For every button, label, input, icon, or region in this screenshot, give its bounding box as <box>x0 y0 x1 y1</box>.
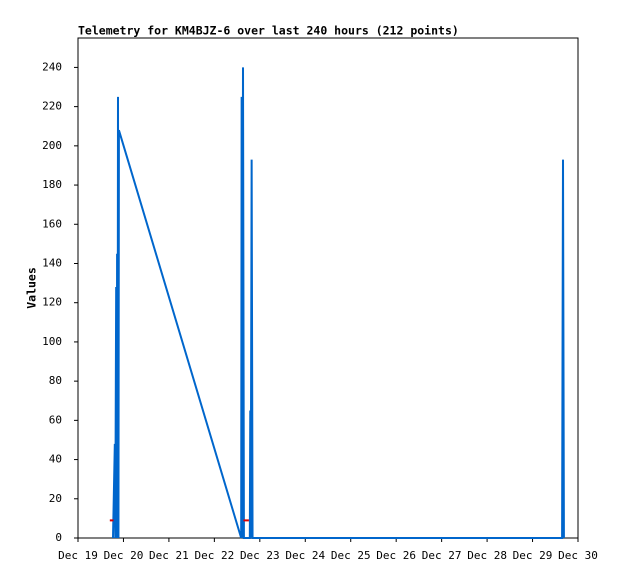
x-tick-label: Dec 23 <box>240 549 280 562</box>
x-tick-label: Dec 19 <box>58 549 98 562</box>
x-tick-label: Dec 30 <box>558 549 598 562</box>
y-tick-label: 0 <box>55 531 62 544</box>
x-tick-label: Dec 26 <box>376 549 416 562</box>
x-tick-label: Dec 21 <box>149 549 189 562</box>
x-tick-label: Dec 29 <box>513 549 553 562</box>
y-tick-label: 160 <box>42 217 62 230</box>
y-tick-label: 120 <box>42 296 62 309</box>
y-tick-label: 60 <box>49 413 62 426</box>
y-tick-label: 220 <box>42 100 62 113</box>
y-tick-label: 240 <box>42 60 62 73</box>
x-tick-label: Dec 27 <box>422 549 462 562</box>
y-tick-label: 40 <box>49 453 62 466</box>
y-axis-label: Values <box>25 267 39 309</box>
chart-title: Telemetry for KM4BJZ-6 over last 240 hou… <box>78 24 459 38</box>
y-tick-label: 200 <box>42 139 62 152</box>
x-tick-label: Dec 28 <box>467 549 507 562</box>
y-tick-label: 20 <box>49 492 62 505</box>
x-tick-label: Dec 20 <box>104 549 144 562</box>
x-tick-label: Dec 22 <box>194 549 234 562</box>
data-line <box>112 67 565 539</box>
y-tick-label: 140 <box>42 256 62 269</box>
y-tick-label: 80 <box>49 374 62 387</box>
x-tick-label: Dec 24 <box>285 549 325 562</box>
y-tick-label: 180 <box>42 178 62 191</box>
y-tick-label: 100 <box>42 335 62 348</box>
plot-frame <box>77 37 579 539</box>
x-tick-label: Dec 25 <box>331 549 371 562</box>
